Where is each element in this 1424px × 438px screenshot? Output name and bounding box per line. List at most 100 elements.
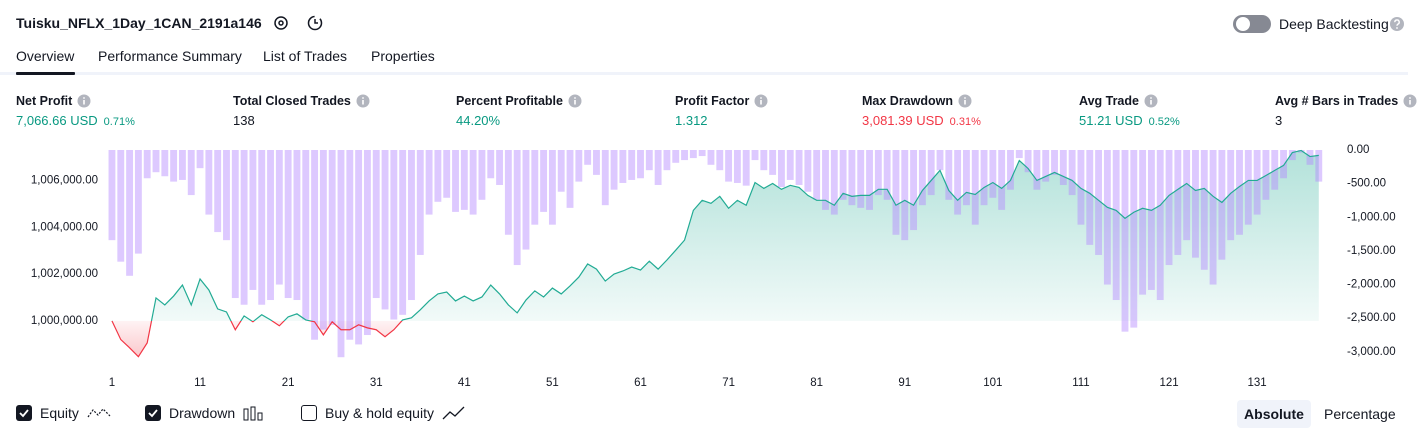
metric-label-row: Max Drawdown — [862, 94, 981, 108]
drawdown-bar — [223, 150, 230, 241]
metric-value-row: 3,081.39 USD 0.31% — [862, 113, 981, 128]
tab-trades[interactable]: List of Trades — [263, 48, 348, 64]
drawdown-bar — [1297, 150, 1305, 153]
drawdown-bar — [892, 150, 900, 235]
percentage-button[interactable]: Percentage — [1324, 406, 1396, 422]
y2-tick-label: -1,500.00 — [1347, 245, 1396, 257]
equity-line — [111, 149, 1319, 358]
drawdown-bar — [822, 150, 829, 210]
metric-label: Total Closed Trades — [233, 94, 351, 108]
y2-tick-label: -2,000.00 — [1347, 279, 1396, 291]
tab-properties[interactable]: Properties — [371, 48, 435, 64]
metric-label: Percent Profitable — [456, 94, 563, 108]
drawdown-bar — [1130, 150, 1138, 328]
refresh-icon-hands — [314, 19, 318, 24]
drawdown-bar — [337, 150, 345, 358]
x-tick-label: 11 — [194, 377, 206, 389]
drawdown-bar — [1288, 150, 1296, 161]
drawdown-bar — [1147, 150, 1155, 290]
drawdown-bar — [267, 150, 274, 301]
metric: Percent Profitable 44.20% — [456, 94, 582, 128]
drawdown-bar — [628, 150, 636, 180]
drawdown-bar — [610, 150, 618, 190]
info-stem — [1150, 100, 1152, 105]
metric: Total Closed Trades 138 — [233, 94, 370, 128]
legend-equity[interactable]: Equity — [16, 405, 111, 421]
info-icon — [958, 94, 972, 108]
info-dot — [574, 97, 576, 99]
drawdown-bar — [108, 150, 116, 241]
drawdown-bar — [689, 150, 697, 159]
drawdown-bar — [989, 150, 997, 198]
settings-icon-center — [278, 20, 284, 26]
drawdown-bar — [117, 150, 125, 262]
drawdown-bar — [918, 150, 926, 206]
metric-value-row: 7,066.66 USD 0.71% — [16, 113, 135, 128]
legend-buy-hold[interactable]: Buy & hold equity — [301, 405, 466, 421]
checkbox-unchecked[interactable] — [301, 405, 317, 421]
drawdown-bar — [971, 150, 979, 225]
drawdown-bar — [848, 150, 856, 206]
drawdown-bar — [1183, 150, 1191, 241]
y2-tick-label: 0.00 — [1347, 144, 1369, 156]
drawdown-bar — [408, 150, 415, 301]
x-tick-label: 91 — [898, 377, 911, 389]
x-tick-label: 1 — [109, 377, 115, 389]
drawdown-bar — [681, 150, 688, 161]
checkbox-checked[interactable] — [145, 405, 161, 421]
drawdown-bar — [672, 150, 680, 163]
drawdown-bar — [998, 150, 1006, 210]
drawdown-bar — [593, 150, 600, 175]
tab-overview[interactable]: Overview — [16, 48, 75, 64]
metric: Profit Factor 1.312 — [675, 94, 768, 128]
refresh-icon[interactable] — [307, 15, 323, 31]
x-tick-label: 81 — [810, 377, 823, 389]
drawdown-bar — [557, 150, 565, 192]
tab-performance[interactable]: Performance Summary — [98, 48, 242, 64]
drawdown-bar — [637, 150, 644, 179]
tab-divider — [0, 72, 1408, 75]
toggle-knob — [1236, 17, 1250, 31]
check — [148, 409, 158, 418]
drawdown-bar — [1024, 150, 1032, 173]
drawdown-bar — [866, 150, 873, 210]
info-stem — [362, 100, 364, 105]
metric-label-row: Percent Profitable — [456, 94, 582, 108]
metric-percent: 0.31% — [949, 116, 981, 128]
drawdown-bar — [469, 150, 477, 215]
metric-value: 51.21 USD — [1079, 113, 1143, 128]
drawdown-bar — [284, 150, 292, 299]
drawdown-bar — [381, 150, 389, 310]
drawdown-bar — [231, 150, 239, 299]
metric-value: 1.312 — [675, 113, 708, 128]
metric-value: 7,066.66 USD — [16, 113, 98, 128]
check — [19, 409, 29, 418]
metric-label: Avg Trade — [1079, 94, 1139, 108]
drawdown-bar — [319, 150, 327, 330]
check-path — [148, 409, 158, 418]
info-dot — [1150, 97, 1152, 99]
info-stem — [83, 100, 86, 105]
metric-percent: 0.52% — [1148, 116, 1180, 128]
deep-backtesting-toggle[interactable] — [1232, 13, 1272, 35]
info-icon — [754, 94, 768, 108]
absolute-button[interactable]: Absolute — [1237, 400, 1311, 428]
drawdown-bar — [390, 150, 398, 320]
metric-label-row: Net Profit — [16, 94, 135, 108]
help-icon[interactable] — [1389, 16, 1405, 32]
drawdown-bar — [874, 150, 882, 196]
drawdown-bar — [170, 150, 178, 182]
drawdown-bar — [1156, 150, 1164, 301]
legend-drawdown[interactable]: Drawdown — [145, 405, 265, 421]
checkbox-checked[interactable] — [16, 405, 32, 421]
settings-icon[interactable] — [274, 16, 288, 30]
x-tick-label: 61 — [634, 377, 647, 389]
drawdown-bar — [143, 150, 151, 179]
x-tick-label: 131 — [1248, 377, 1267, 389]
metric-value-row: 51.21 USD 0.52% — [1079, 113, 1180, 128]
info-dot — [964, 97, 966, 99]
drawdown-bar — [1165, 150, 1173, 266]
check-path — [19, 409, 29, 418]
drawdown-bar — [1077, 150, 1085, 225]
